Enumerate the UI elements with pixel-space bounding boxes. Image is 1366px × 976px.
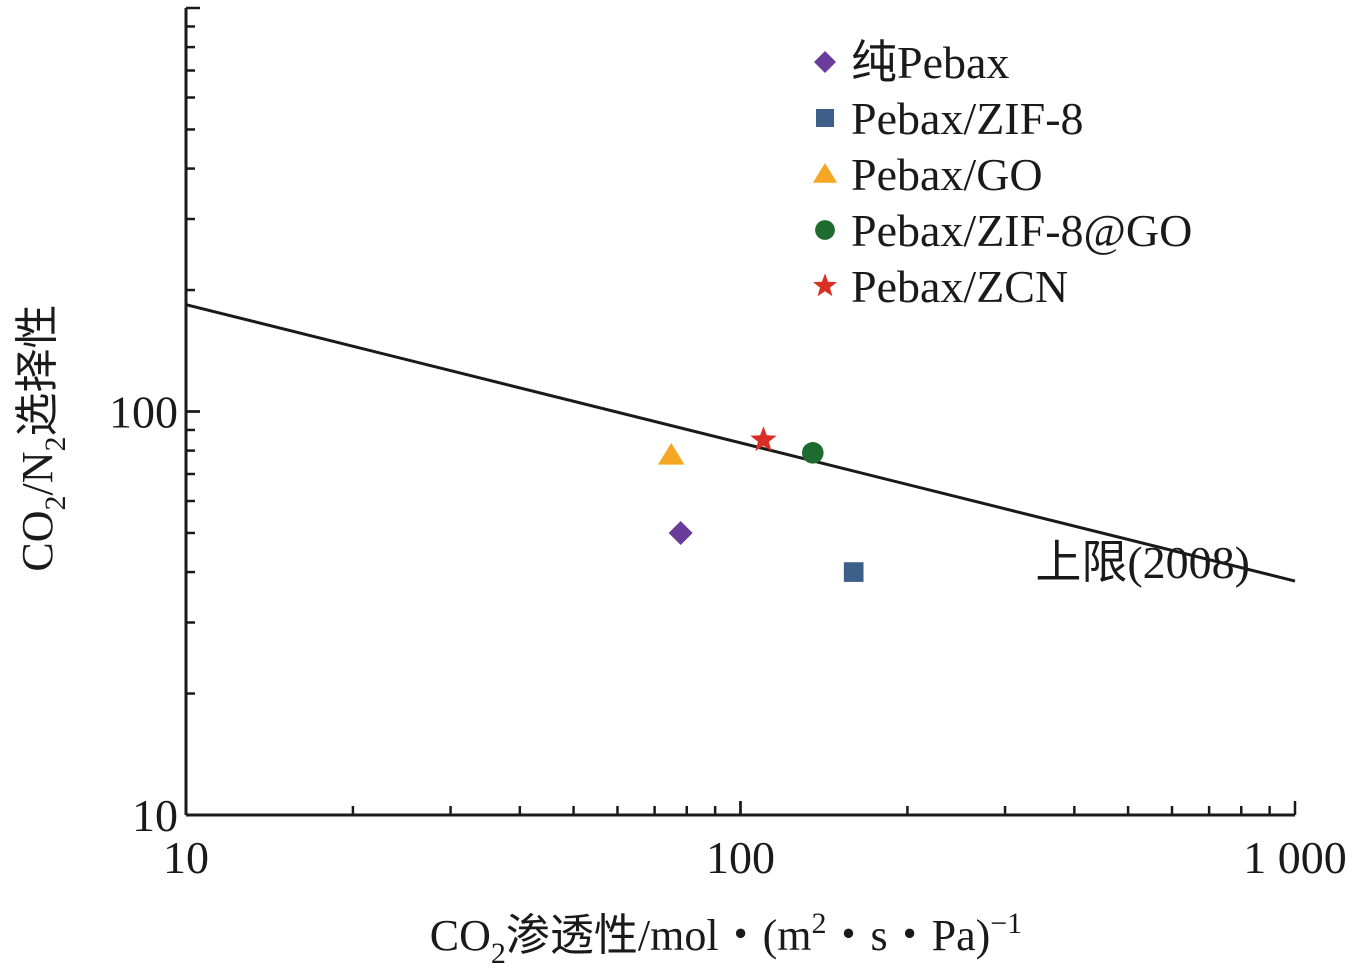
legend-label: 纯Pebax: [851, 37, 1009, 88]
legend-marker-triangle: [812, 163, 838, 183]
legend: 纯PebaxPebax/ZIF-8Pebax/GOPebax/ZIF-8@GOP…: [812, 37, 1192, 312]
x-tick-label: 10: [163, 832, 209, 883]
x-axis-label: CO2渗透性/mol・(m2・s・Pa)−1: [430, 907, 1022, 970]
x-tick-label: 1 000: [1243, 832, 1347, 883]
data-point-circle: [801, 442, 824, 464]
x-tick-label: 100: [706, 832, 775, 883]
y-tick-label: 100: [109, 387, 178, 438]
legend-label: Pebax/ZCN: [851, 261, 1068, 312]
upper-bound-layer: 上限(2008): [185, 303, 1296, 588]
y-axis-label: CO2/N2选择性: [13, 304, 72, 571]
legend-marker-square: [815, 108, 835, 128]
data-point-diamond: [668, 520, 693, 545]
upper-bound-line: [185, 303, 1296, 583]
upper-bound-label: 上限(2008): [1035, 537, 1250, 588]
legend-marker-circle: [815, 220, 835, 240]
data-points: [658, 426, 864, 582]
y-tick-label: 10: [132, 790, 178, 841]
legend-label: Pebax/GO: [851, 149, 1043, 200]
axes: 10 100 1 000 10 100: [109, 6, 1347, 883]
data-point-square: [843, 562, 864, 582]
legend-label: Pebax/ZIF-8@GO: [851, 205, 1192, 256]
legend-marker-star: [813, 273, 837, 297]
data-point-star: [750, 426, 777, 452]
legend-marker-diamond: [814, 51, 836, 73]
legend-label: Pebax/ZIF-8: [851, 93, 1084, 144]
data-point-triangle: [658, 443, 685, 465]
